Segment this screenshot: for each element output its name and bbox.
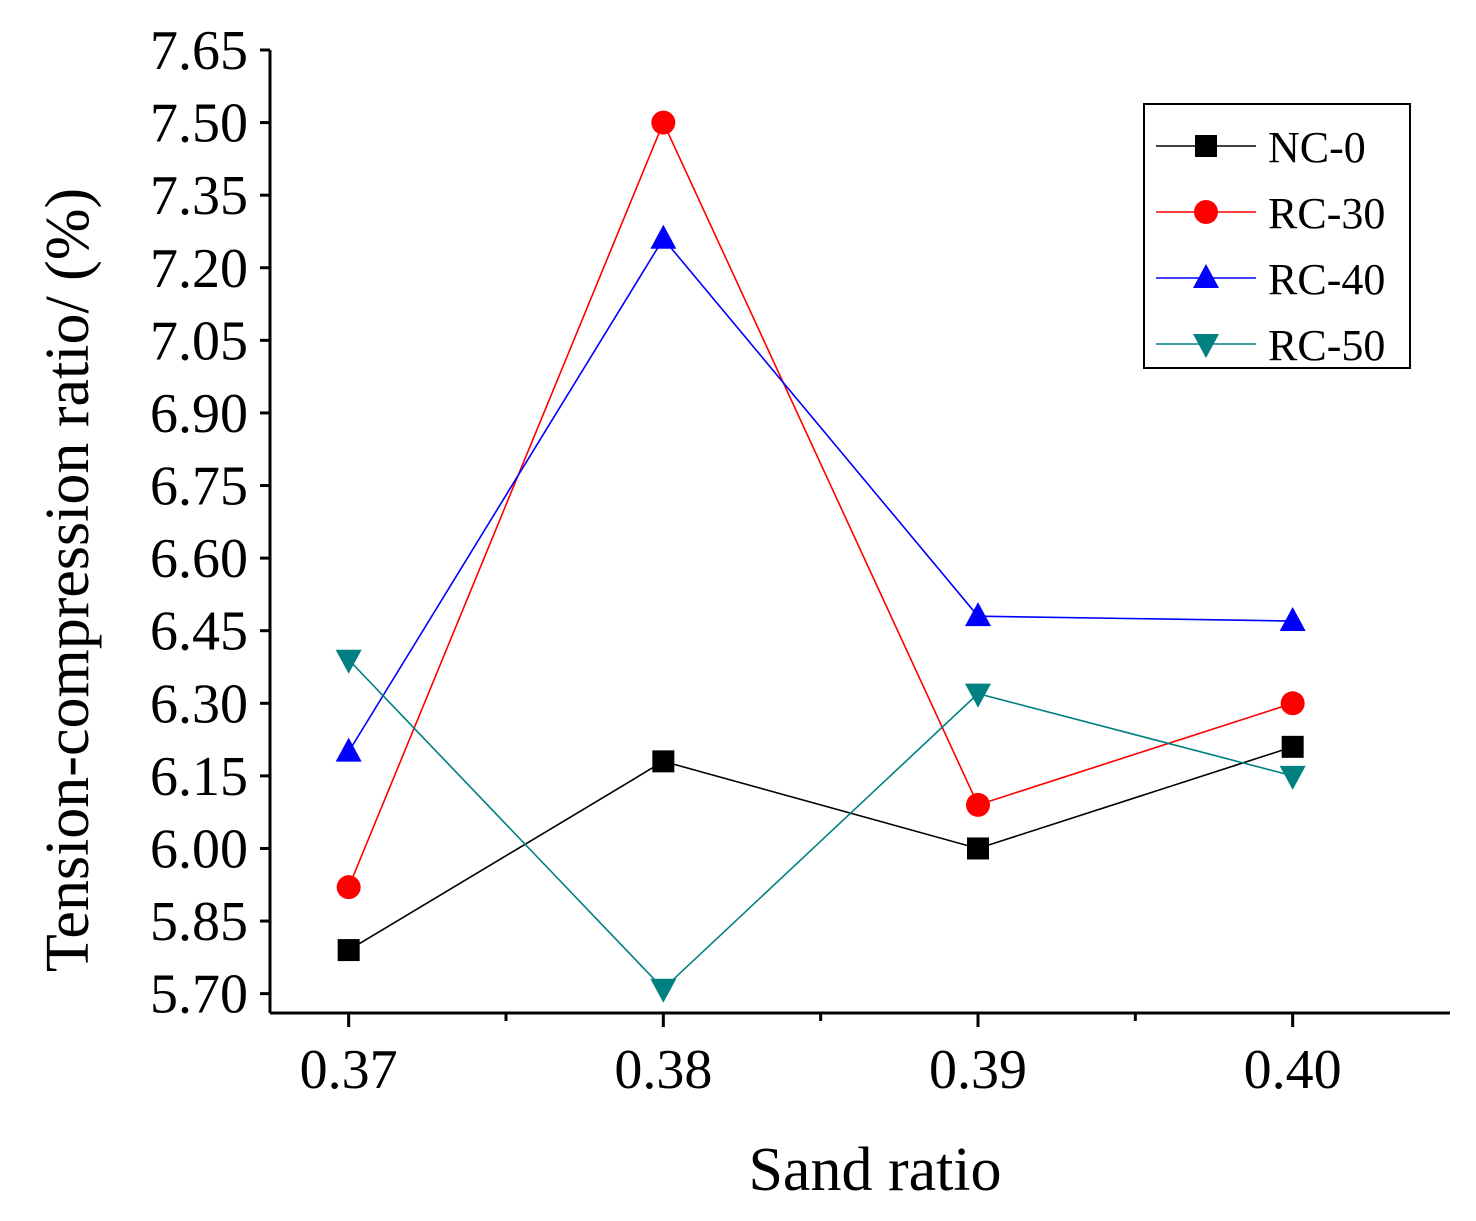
legend-marker <box>1194 200 1218 224</box>
legend-item-rc-30: RC-30 <box>1156 189 1385 238</box>
data-point-nc-0 <box>967 837 989 860</box>
legend-marker <box>1193 334 1219 358</box>
y-tick-label: 7.20 <box>150 238 248 300</box>
y-tick-label: 5.85 <box>150 891 248 953</box>
series-line-rc-50 <box>348 659 1293 990</box>
y-tick-label: 5.70 <box>150 964 248 1026</box>
legend-label: RC-40 <box>1268 255 1385 304</box>
axes: 5.70 5.85 6.00 6.15 6.30 6.45 6.60 6.75 6.90 7.05… <box>150 20 1450 1101</box>
data-point-rc-50 <box>335 649 362 674</box>
y-tick-label: 6.60 <box>150 528 248 590</box>
data-point-rc-30 <box>1280 691 1305 716</box>
y-tick-label: 6.00 <box>150 818 248 880</box>
series-rc-30 <box>336 110 1305 900</box>
legend-label: RC-30 <box>1268 189 1385 238</box>
data-point-nc-0 <box>337 939 360 962</box>
y-tick-label: 7.35 <box>150 165 248 227</box>
data-point-rc-50 <box>1279 765 1306 790</box>
legend-item-rc-50: RC-50 <box>1156 321 1385 370</box>
x-tick-label: 0.37 <box>300 1039 398 1101</box>
data-point-nc-0 <box>652 750 675 773</box>
x-tick-label: 0.38 <box>614 1039 712 1101</box>
series-rc-40 <box>335 224 1306 762</box>
legend-item-rc-40: RC-40 <box>1156 255 1385 304</box>
y-tick-label: 7.65 <box>150 20 248 82</box>
legend-marker <box>1195 135 1217 157</box>
series-line-rc-30 <box>347 120 1293 888</box>
x-tick-label: 0.40 <box>1244 1039 1342 1101</box>
y-axis-title: Tension-compression ratio/ (%) <box>34 188 102 972</box>
series-line-rc-40 <box>347 237 1293 753</box>
legend-label: RC-50 <box>1268 321 1385 370</box>
data-point-rc-40 <box>1279 607 1306 632</box>
legend-marker <box>1193 264 1219 288</box>
y-tick-label: 7.50 <box>150 93 248 155</box>
x-tick-label: 0.39 <box>929 1039 1027 1101</box>
data-point-rc-40 <box>335 737 362 762</box>
data-point-rc-30 <box>336 875 361 900</box>
data-point-nc-0 <box>1281 735 1304 758</box>
series-nc-0 <box>337 735 1304 962</box>
y-tick-label: 6.75 <box>150 456 248 518</box>
data-point-rc-30 <box>651 110 676 135</box>
y-tick-label: 6.90 <box>150 383 248 445</box>
series-rc-50 <box>335 649 1306 1003</box>
y-tick-label: 6.30 <box>150 673 248 735</box>
legend: NC-0 RC-30 RC-40 RC-50 <box>1143 103 1411 370</box>
legend-box <box>1143 103 1411 369</box>
y-tick-label: 6.15 <box>150 746 248 808</box>
y-tick-label: 7.05 <box>150 310 248 372</box>
data-point-rc-50 <box>965 683 991 708</box>
data-point-rc-30 <box>966 792 990 817</box>
legend-item-nc-0: NC-0 <box>1156 123 1366 172</box>
data-point-rc-40 <box>650 224 677 249</box>
x-axis-title: Sand ratio <box>748 1136 1001 1204</box>
data-point-rc-40 <box>965 602 991 627</box>
data-point-rc-50 <box>650 978 677 1003</box>
legend-label: NC-0 <box>1268 123 1366 172</box>
y-tick-label: 6.45 <box>150 601 248 663</box>
series-line-nc-0 <box>348 746 1293 951</box>
series-layer <box>335 110 1306 1003</box>
